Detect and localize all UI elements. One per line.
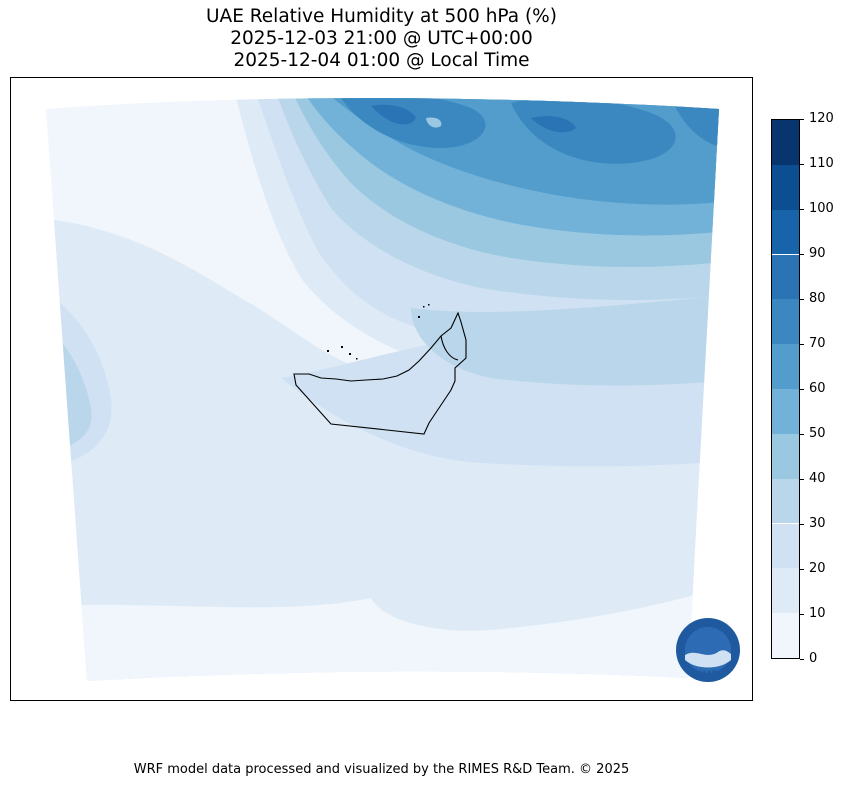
colorbar-segment: [772, 523, 799, 569]
colorbar-tick-mark: [800, 434, 804, 435]
band-80-90-patch-2: [531, 116, 576, 133]
colorbar-segment: [772, 389, 799, 434]
colorbar-tick-label: 40: [809, 471, 826, 486]
band-30-40-east: [411, 293, 719, 386]
colorbar-tick-mark: [800, 659, 804, 660]
colorbar-tick-label: 70: [809, 336, 826, 351]
rimes-logo-text: RIMES: [692, 670, 724, 680]
colorbar-tick-mark: [800, 524, 804, 525]
band-40-50-west: [46, 328, 66, 430]
colorbar-tick-mark: [800, 254, 804, 255]
colorbar-tick-label: 50: [809, 426, 826, 441]
colorbar-tick-label: 10: [809, 606, 826, 621]
colorbar-segment: [772, 209, 799, 255]
oman-border: [440, 335, 459, 361]
colorbar-ticks: 0 10 20 30 40 50 60 70 80 90 100 110 120: [800, 111, 844, 666]
colorbar-tick-label: 60: [809, 381, 826, 396]
colorbar-segment: [772, 120, 799, 165]
map-panel: RIMES: [10, 77, 753, 701]
uae-islands: [327, 304, 430, 360]
colorbar-tick-label: 0: [809, 651, 818, 666]
band-70-80-patch-2: [511, 98, 676, 164]
colorbar-tick-mark: [800, 389, 804, 390]
colorbar-segment: [772, 613, 799, 658]
colorbar-tick-mark: [800, 614, 804, 615]
band-light-hole: [426, 117, 442, 128]
colorbar-segment: [772, 568, 799, 614]
colorbar-tick-mark: [800, 569, 804, 570]
humidity-field: [46, 98, 719, 681]
uae-outline: [293, 311, 467, 435]
colorbar-tick-mark: [800, 479, 804, 480]
rimes-logo: RIMES: [676, 618, 740, 682]
colorbar-tick-label: 90: [809, 246, 826, 261]
colorbar-tick-mark: [800, 344, 804, 345]
colorbar-segment: [772, 299, 799, 345]
colorbar-tick-label: 80: [809, 291, 826, 306]
colorbar-segment: [772, 254, 799, 300]
band-70-80-patch-3: [671, 98, 719, 150]
colorbar-segment: [772, 433, 799, 479]
colorbar-tick-mark: [800, 119, 804, 120]
colorbar-tick-label: 110: [809, 156, 834, 171]
uae-boundary: [293, 311, 467, 435]
title-line-1: UAE Relative Humidity at 500 hPa (%): [206, 6, 557, 27]
band-0-10-south: [46, 578, 719, 681]
colorbar-tick-mark: [800, 299, 804, 300]
colorbar-tick-mark: [800, 164, 804, 165]
colorbar-tick-label: 30: [809, 516, 826, 531]
colorbar: [771, 119, 800, 659]
humidity-map: RIMES: [46, 98, 740, 682]
title-line-2: 2025-12-03 21:00 @ UTC+00:00: [230, 28, 533, 49]
chart-title: UAE Relative Humidity at 500 hPa (%) 202…: [0, 6, 763, 72]
colorbar-segment: [772, 478, 799, 524]
rimes-wave-icon: [685, 650, 731, 668]
title-line-3: 2025-12-04 01:00 @ Local Time: [233, 50, 530, 71]
colorbar-tick-label: 20: [809, 561, 826, 576]
colorbar-tick-mark: [800, 209, 804, 210]
colorbar-tick-label: 100: [809, 201, 834, 216]
colorbar-segment: [772, 344, 799, 389]
colorbar-segment: [772, 164, 799, 210]
colorbar-tick-label: 120: [809, 111, 834, 126]
footer-credit: WRF model data processed and visualized …: [133, 762, 630, 777]
band-80-90-patch-1: [371, 104, 416, 125]
